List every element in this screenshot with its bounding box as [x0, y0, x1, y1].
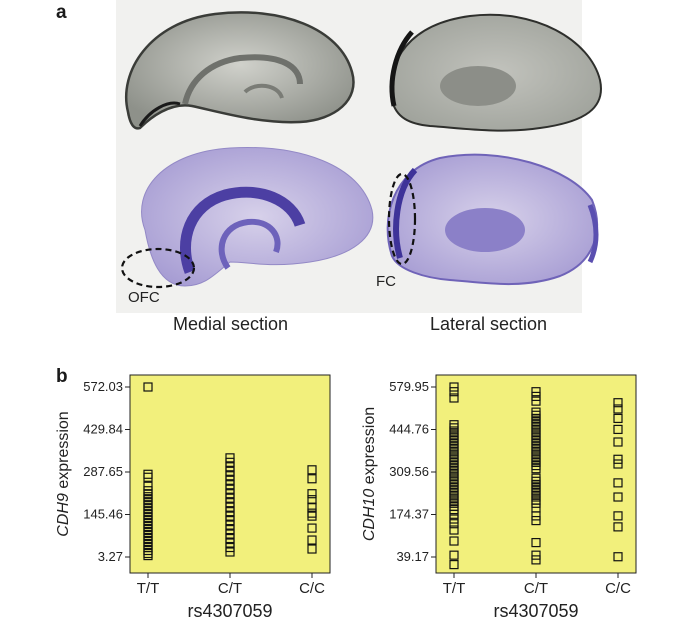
data-point-marker: [613, 437, 623, 447]
y-axis: 572.03 429.84 287.65 145.46 3.27: [83, 379, 130, 564]
data-point-marker: [531, 511, 541, 521]
data-point-marker: [143, 472, 153, 482]
y-tick-label: 39.17: [396, 549, 429, 564]
data-point-marker: [449, 536, 459, 546]
y-tick-label: 287.65: [83, 464, 123, 479]
data-point-marker: [449, 387, 459, 397]
brain-section-figure: OFC FC: [116, 0, 602, 313]
data-point-marker: [449, 519, 459, 529]
data-point-marker: [449, 504, 459, 515]
plot-area: [129, 374, 331, 574]
y-axis-label: CDH10 expression: [361, 407, 378, 541]
x-tick-label: C/T: [524, 580, 548, 597]
data-point-marker: [531, 550, 541, 560]
data-point-marker: [449, 382, 459, 392]
medial-section-caption: Medial section: [173, 314, 289, 334]
ofc-label: OFC: [128, 289, 160, 306]
data-point-marker: [143, 550, 153, 561]
data-point-marker: [613, 511, 623, 521]
data-point-marker: [531, 396, 541, 406]
x-axis: T/T C/T C/C: [137, 573, 325, 597]
y-tick-label: 429.84: [83, 422, 123, 437]
y-axis: 579.95 444.76 309.56 174.37 39.17: [389, 379, 436, 564]
data-point-marker: [449, 514, 459, 524]
data-points: [143, 382, 317, 561]
y-tick-label: 3.27: [98, 549, 123, 564]
data-point-marker: [531, 498, 541, 508]
panel-b-letter: b: [56, 366, 68, 387]
data-point-marker: [449, 525, 459, 535]
data-point-marker: [613, 413, 623, 424]
data-point-marker: [531, 391, 541, 402]
cdh9-expression-chart: 572.03 429.84 287.65 145.46 3.27 T/T C/T C/C C…: [55, 374, 331, 621]
lateral-grey-section: [389, 13, 602, 132]
x-axis-label: rs4307059: [493, 601, 578, 621]
y-axis-label-gene: CDH9: [55, 493, 72, 537]
y-tick-label: 572.03: [83, 379, 123, 394]
data-point-marker: [307, 511, 317, 521]
y-axis-label-rest: expression: [55, 411, 72, 493]
x-tick-label: T/T: [443, 580, 466, 597]
y-tick-label: 444.76: [389, 422, 429, 437]
x-tick-label: C/T: [218, 580, 242, 597]
data-point-marker: [225, 547, 235, 557]
data-point-marker: [613, 459, 623, 469]
data-point-marker: [613, 552, 623, 562]
data-point-marker: [613, 424, 623, 435]
y-axis-label-gene: CDH10: [361, 489, 378, 542]
x-tick-label: T/T: [137, 580, 160, 597]
data-point-marker: [307, 523, 317, 533]
data-points: [449, 382, 623, 570]
medial-purple-section: [141, 147, 374, 287]
x-axis: T/T C/T C/C: [443, 573, 631, 597]
fc-dashed-outline: [387, 172, 417, 266]
fc-label: FC: [376, 273, 396, 290]
x-tick-label: C/C: [299, 580, 325, 597]
data-point-marker: [531, 464, 541, 474]
medial-grey-section: [125, 11, 355, 130]
data-point-marker: [307, 465, 317, 475]
x-axis-label: rs4307059: [187, 601, 272, 621]
y-tick-label: 579.95: [389, 379, 429, 394]
data-point-marker: [307, 502, 317, 512]
data-point-marker: [449, 393, 459, 403]
data-point-marker: [307, 535, 317, 545]
data-point-marker: [449, 509, 459, 519]
ofc-dashed-outline: [120, 247, 196, 289]
data-point-marker: [613, 492, 623, 502]
data-point-marker: [307, 489, 317, 499]
x-tick-label: C/C: [605, 580, 631, 597]
data-point-marker: [531, 537, 541, 548]
data-point-marker: [531, 515, 541, 526]
data-point-marker: [307, 474, 317, 484]
lateral-section-caption: Lateral section: [430, 314, 548, 334]
data-point-marker: [449, 550, 459, 560]
data-point-marker: [613, 454, 623, 464]
data-point-marker: [143, 382, 153, 392]
panel-a-letter: a: [56, 2, 67, 23]
data-point-marker: [307, 544, 317, 554]
data-point-marker: [613, 404, 623, 414]
y-axis-label: CDH9 expression: [55, 411, 72, 536]
lateral-purple-section: [386, 153, 599, 286]
data-point-marker: [613, 398, 623, 408]
data-point-marker: [449, 559, 459, 570]
data-point-marker: [531, 555, 541, 565]
y-tick-label: 174.37: [389, 507, 429, 522]
y-axis-label-rest: expression: [361, 407, 378, 489]
data-point-marker: [613, 522, 623, 532]
y-tick-label: 309.56: [389, 464, 429, 479]
data-point-marker: [613, 478, 623, 488]
y-tick-label: 145.46: [83, 507, 123, 522]
data-point-marker: [531, 387, 541, 397]
